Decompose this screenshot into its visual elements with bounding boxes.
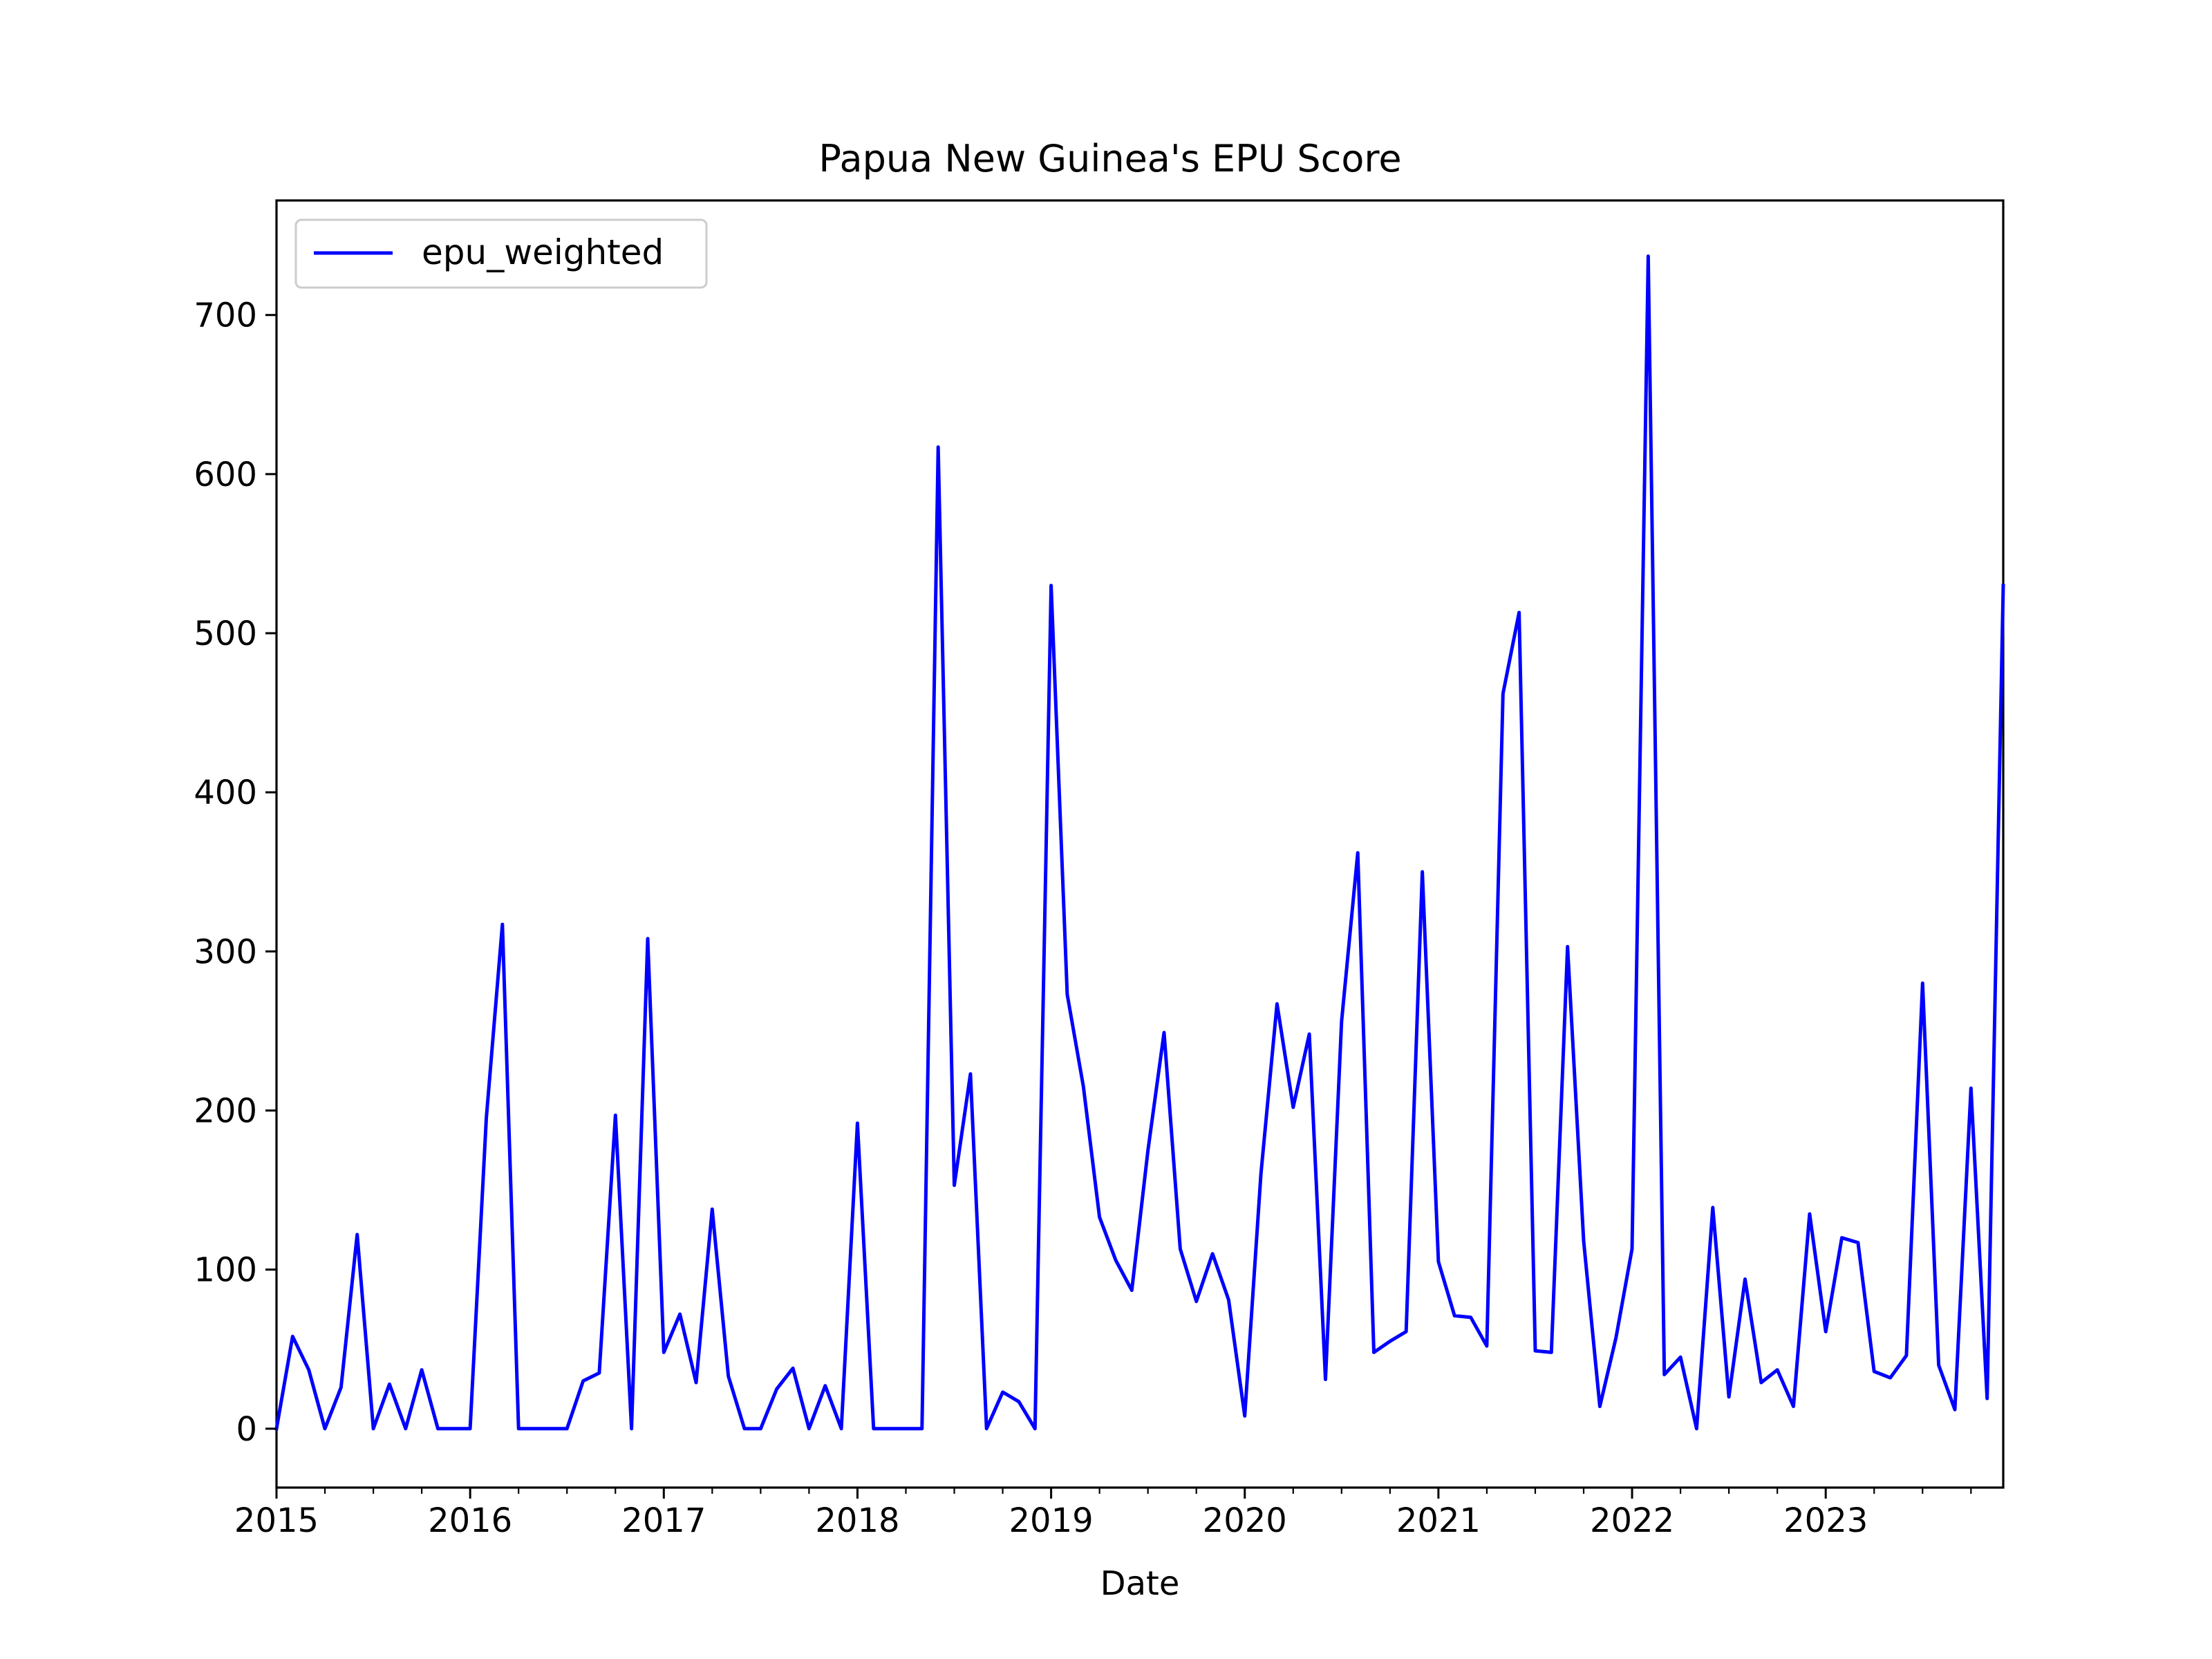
y-tick-label: 400 [194,774,257,812]
y-tick-label: 300 [194,932,257,971]
y-tick-label: 200 [194,1092,257,1131]
x-tick-label: 2020 [1203,1501,1287,1540]
y-axis: 0 100 200 300 400 500 600 700 [194,297,276,1449]
x-tick-label: 2021 [1396,1501,1481,1540]
series-line-epu_weighted [274,254,2005,1431]
y-tick-label: 500 [194,615,257,653]
legend-box [294,218,708,289]
plot-frame [275,199,2005,1489]
y-tick-label: 600 [194,456,257,494]
x-axis: 2015 2016 2017 2018 2019 2020 2021 2022 2023 [234,1488,1972,1540]
x-tick-label: 2015 [234,1501,319,1540]
x-tick-label: 2018 [815,1501,899,1540]
legend-label-epu_weighted: epu_weighted [422,232,664,272]
y-tick-label: 0 [236,1410,257,1449]
x-tick-label: 2016 [428,1501,512,1540]
y-tick-label: 100 [194,1251,257,1290]
y-tick-label: 700 [194,297,257,335]
x-tick-label: 2022 [1590,1501,1674,1540]
x-tick-label: 2023 [1783,1501,1868,1540]
legend: epu_weighted [294,218,708,289]
plot-area [274,199,2005,1489]
x-tick-label: 2017 [621,1501,706,1540]
x-axis-label: Date [1100,1564,1180,1603]
chart-title: Papua New Guinea's EPU Score [818,137,1401,180]
x-tick-label: 2019 [1009,1501,1094,1540]
